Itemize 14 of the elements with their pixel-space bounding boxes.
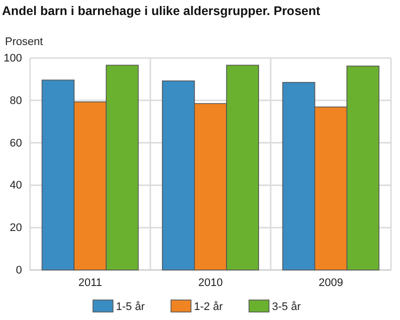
y-tick-label: 0	[16, 264, 22, 277]
legend-label: 1-5 år	[116, 301, 146, 313]
y-tick-label: 60	[10, 137, 22, 150]
y-tick-label: 40	[10, 180, 22, 192]
legend-label: 1-2 år	[194, 301, 224, 313]
x-tick-label: 2010	[198, 276, 223, 289]
y-tick-label: 80	[10, 94, 22, 107]
x-tick-label: 2009	[318, 276, 344, 289]
y-axis-title: Prosent	[5, 36, 43, 48]
x-tick-label: 2011	[78, 276, 102, 289]
y-tick-label: 100	[4, 52, 22, 65]
chart-title: Andel barn i barnehage i ulike aldersgrupper. Prosent	[2, 4, 321, 18]
legend-label: 3-5 år	[272, 301, 302, 313]
y-tick-label: 20	[10, 222, 22, 234]
